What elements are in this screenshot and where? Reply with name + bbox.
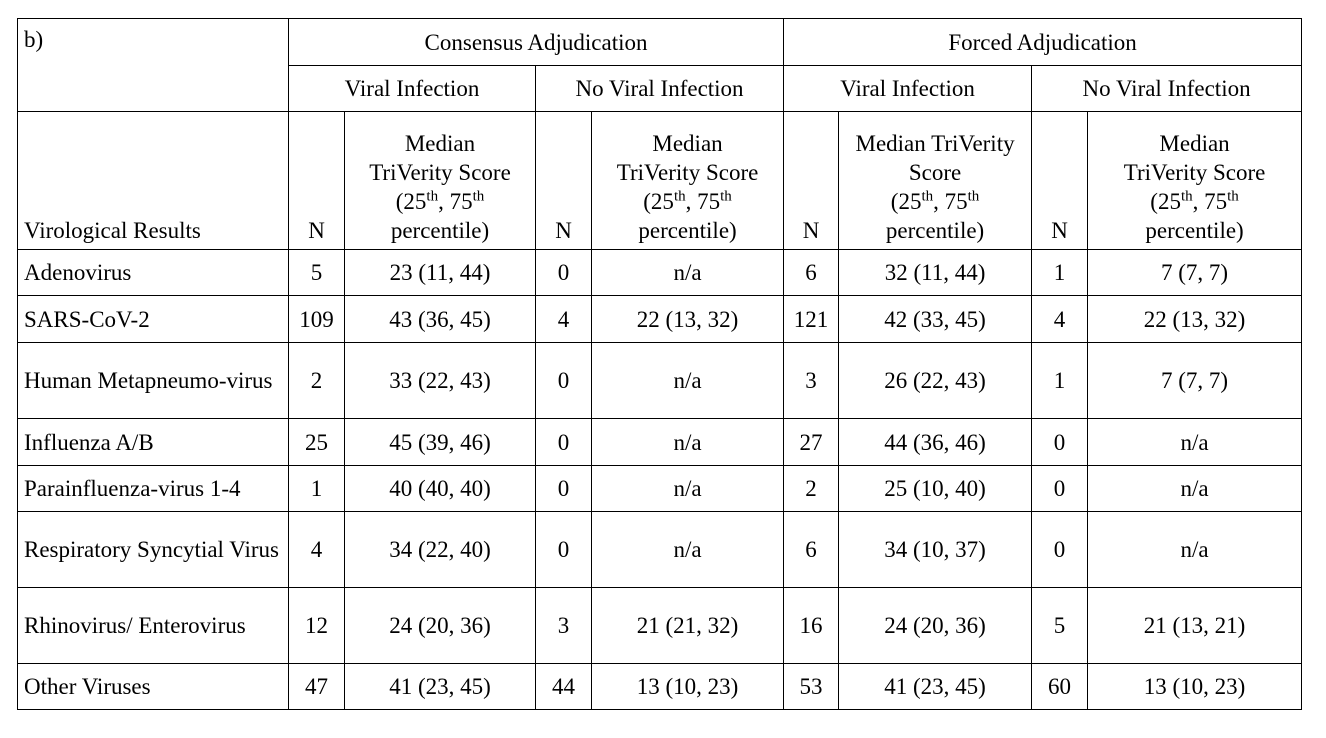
n-cell: 16 (783, 587, 840, 664)
n-cell: 1 (1031, 342, 1089, 419)
n-header: N (535, 111, 592, 250)
table-row: Respiratory Syncytial Virus 4 34 (22, 40) 0… (17, 511, 1303, 588)
score-cell: 13 (10, 23) (590, 663, 785, 710)
n-cell: 1 (288, 465, 345, 512)
n-cell: 12 (288, 587, 345, 664)
n-cell: 0 (1031, 465, 1089, 512)
n-cell: 6 (783, 511, 840, 588)
score-cell: 24 (20, 36) (344, 587, 536, 664)
score-cell: n/a (590, 249, 785, 296)
row-label: Respiratory Syncytial Virus (17, 511, 289, 588)
score-cell: n/a (1087, 418, 1303, 466)
score-cell: 26 (22, 43) (838, 342, 1033, 419)
n-cell: 60 (1031, 663, 1089, 710)
table-row: Influenza A/B 25 45 (39, 46) 0 n/a 27 44 (36, … (17, 418, 1303, 466)
subgroup-header: No Viral Infection (534, 65, 785, 112)
score-cell: n/a (590, 511, 785, 588)
score-cell: 23 (11, 44) (344, 249, 536, 296)
row-label: SARS-CoV-2 (17, 295, 289, 343)
n-cell: 0 (1031, 511, 1089, 588)
n-cell: 0 (535, 249, 592, 296)
score-cell: 44 (36, 46) (838, 418, 1033, 466)
row-label: Adenovirus (17, 249, 289, 296)
subgroup-header: Viral Infection (783, 65, 1033, 112)
score-cell: 45 (39, 46) (344, 418, 536, 466)
n-cell: 0 (535, 342, 592, 419)
n-cell: 2 (288, 342, 345, 419)
n-cell: 44 (535, 663, 592, 710)
subgroup-header: Viral Infection (288, 65, 536, 112)
row-header: Virological Results (17, 111, 289, 250)
n-cell: 121 (783, 295, 840, 343)
score-cell: 22 (13, 32) (1087, 295, 1303, 343)
score-cell: n/a (1087, 465, 1303, 512)
score-cell: 24 (20, 36) (838, 587, 1033, 664)
table-row: SARS-CoV-2 109 43 (36, 45) 4 22 (13, 32) 121 4… (17, 295, 1303, 343)
table-row: Human Metapneumo-virus 2 33 (22, 43) 0 n/a 3 2… (17, 342, 1303, 419)
group-header: Forced Adjudication (783, 18, 1303, 66)
n-cell: 4 (288, 511, 345, 588)
row-label: Rhinovirus/ Enterovirus (17, 587, 289, 664)
n-cell: 47 (288, 663, 345, 710)
row-label: Human Metapneumo-virus (17, 342, 289, 419)
score-cell: 34 (22, 40) (344, 511, 536, 588)
score-header: Median TriVerity Score (25th, 75th perce… (344, 111, 536, 250)
score-header: Median TriVerity Score (25th, 75th perce… (838, 111, 1033, 250)
score-cell: n/a (590, 465, 785, 512)
row-label: Other Viruses (17, 663, 289, 710)
n-cell: 2 (783, 465, 840, 512)
score-cell: 33 (22, 43) (344, 342, 536, 419)
column-header-row: Virological Results N Median TriVerity S… (17, 111, 1303, 250)
score-header: Median TriVerity Score (25th, 75th perce… (1087, 111, 1303, 250)
score-cell: 21 (21, 32) (590, 587, 785, 664)
group-header: Consensus Adjudication (287, 18, 785, 66)
table-row: Adenovirus 5 23 (11, 44) 0 n/a 6 32 (11, 44) 1 7… (17, 249, 1303, 296)
n-cell: 25 (288, 418, 345, 466)
score-cell: 32 (11, 44) (838, 249, 1033, 296)
score-header: Median TriVerity Score (25th, 75th perce… (590, 111, 785, 250)
n-cell: 0 (1031, 418, 1089, 466)
n-cell: 0 (535, 418, 592, 466)
subgroup-header: No Viral Infection (1031, 65, 1303, 112)
row-label: Parainfluenza-virus 1-4 (17, 465, 289, 512)
n-cell: 3 (535, 587, 592, 664)
n-cell: 0 (535, 465, 592, 512)
score-cell: 7 (7, 7) (1087, 342, 1303, 419)
score-cell: 34 (10, 37) (838, 511, 1033, 588)
n-header: N (783, 111, 840, 250)
virology-results-table: b) Consensus Adjudication Forced Adjudic… (17, 18, 1303, 710)
group-header-row: b) Consensus Adjudication Forced Adjudic… (17, 18, 1303, 112)
n-header: N (288, 111, 345, 250)
n-cell: 53 (783, 663, 840, 710)
panel-label: b) (17, 18, 289, 112)
score-cell: 7 (7, 7) (1087, 249, 1303, 296)
n-cell: 109 (288, 295, 345, 343)
table-row: Other Viruses 47 41 (23, 45) 44 13 (10, 23) 5… (17, 663, 1303, 710)
score-cell: 13 (10, 23) (1087, 663, 1303, 710)
n-cell: 0 (535, 511, 592, 588)
score-cell: 21 (13, 21) (1087, 587, 1303, 664)
table-row: Rhinovirus/ Enterovirus 12 24 (20, 36) 3 21 … (17, 587, 1303, 664)
n-cell: 3 (783, 342, 840, 419)
row-label: Influenza A/B (17, 418, 289, 466)
score-cell: 25 (10, 40) (838, 465, 1033, 512)
score-cell: 41 (23, 45) (838, 663, 1033, 710)
score-cell: 43 (36, 45) (344, 295, 536, 343)
n-cell: 5 (288, 249, 345, 296)
score-cell: 40 (40, 40) (344, 465, 536, 512)
n-cell: 6 (783, 249, 840, 296)
score-cell: n/a (590, 418, 785, 466)
score-cell: 22 (13, 32) (590, 295, 785, 343)
n-cell: 4 (1031, 295, 1089, 343)
n-header: N (1031, 111, 1089, 250)
table-row: Parainfluenza-virus 1-4 1 40 (40, 40) 0 n/a 2… (17, 465, 1303, 512)
score-cell: n/a (1087, 511, 1303, 588)
n-cell: 1 (1031, 249, 1089, 296)
score-cell: 42 (33, 45) (838, 295, 1033, 343)
n-cell: 5 (1031, 587, 1089, 664)
score-cell: 41 (23, 45) (344, 663, 536, 710)
score-cell: n/a (590, 342, 785, 419)
n-cell: 4 (535, 295, 592, 343)
n-cell: 27 (783, 418, 840, 466)
